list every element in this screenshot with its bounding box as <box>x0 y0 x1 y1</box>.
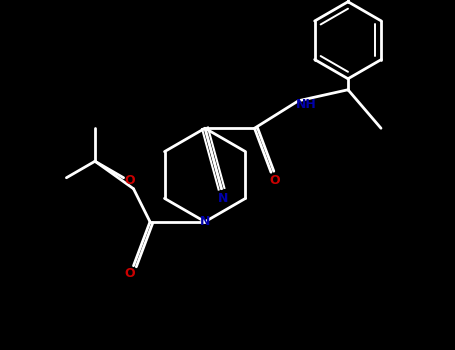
Text: O: O <box>124 174 135 187</box>
Text: O: O <box>270 174 280 187</box>
Text: N: N <box>200 215 210 228</box>
Text: O: O <box>124 267 135 280</box>
Text: N: N <box>218 192 229 205</box>
Text: NH: NH <box>296 98 317 111</box>
